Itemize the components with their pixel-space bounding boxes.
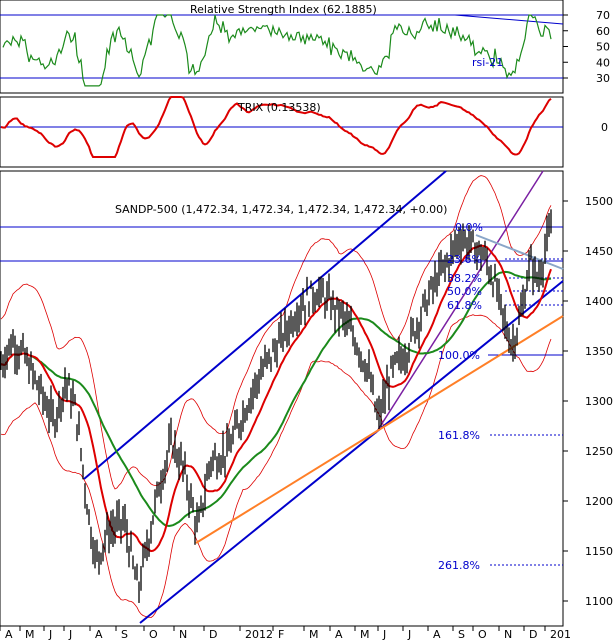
x-tick-label: J	[48, 628, 52, 641]
x-tick-label: O	[478, 628, 487, 641]
rsi-tick-label: 60	[596, 25, 610, 38]
x-tick-label: M	[360, 628, 370, 641]
price-y-axis: 1100 1150 1200 1250 1300 1350 1400 1450 1500	[563, 195, 613, 608]
x-tick-label: N	[179, 628, 187, 641]
x-tick-label: N	[504, 628, 512, 641]
x-tick-label: J	[68, 628, 72, 641]
rsi-y-axis: 30 40 50 60 70	[563, 9, 610, 85]
ma-50-line	[0, 244, 552, 553]
x-tick-label: 201	[550, 628, 571, 641]
fib-label: 261.8%	[438, 559, 480, 572]
price-tick-label: 1250	[585, 445, 613, 458]
x-tick-label: F	[278, 628, 284, 641]
price-tick-label: 1100	[585, 595, 613, 608]
x-tick-label: S	[121, 628, 128, 641]
purple-trendline	[375, 170, 544, 434]
price-tick-label: 1350	[585, 345, 613, 358]
x-tick-label: 2012	[245, 628, 273, 641]
x-tick-label: A	[433, 628, 441, 641]
trix-tick-label: 0	[601, 121, 608, 134]
x-tick-label: J	[407, 628, 411, 641]
fib-label: 100.0%	[438, 349, 480, 362]
price-tick-label: 1450	[585, 245, 613, 258]
price-tick-label: 1400	[585, 295, 613, 308]
x-tick-label: D	[529, 628, 537, 641]
price-bars	[0, 209, 552, 603]
rsi-legend: rsi-21	[472, 56, 503, 69]
rsi-tick-label: 30	[596, 72, 610, 85]
price-title: SANDP-500 (1,472.34, 1,472.34, 1,472.34,…	[115, 203, 447, 216]
price-tick-label: 1500	[585, 195, 613, 208]
trix-panel: TRIX (0.13538)	[0, 96, 564, 168]
rsi-tick-label: 50	[596, 41, 610, 54]
resistance-trendline	[475, 234, 564, 270]
fib-label: 23.6%	[447, 253, 482, 266]
upper-band	[0, 175, 552, 490]
x-tick-label: D	[209, 628, 217, 641]
x-tick-label: A	[335, 628, 343, 641]
trix-line	[0, 96, 552, 158]
price-tick-label: 1200	[585, 495, 613, 508]
ma-200-line	[0, 270, 552, 528]
channel-lower	[139, 280, 564, 624]
fib-label: 161.8%	[438, 429, 480, 442]
lower-band	[0, 314, 552, 619]
rsi-title: Relative Strength Index (62.1885)	[190, 3, 377, 16]
rsi-divergence-line	[454, 14, 564, 25]
x-tick-label: M	[25, 628, 35, 641]
channel-upper	[83, 170, 447, 480]
rsi-tick-label: 40	[596, 56, 610, 69]
trix-y-axis: 0	[601, 121, 608, 134]
x-tick-label: O	[149, 628, 158, 641]
x-tick-label: M	[309, 628, 319, 641]
support-trendline	[195, 315, 564, 544]
x-tick-label: A	[95, 628, 103, 641]
x-tick-label: S	[458, 628, 465, 641]
rsi-tick-label: 70	[596, 9, 610, 22]
x-tick-label: A	[5, 628, 13, 641]
price-panel: 0.0% 23.6% 38.2%50.0%61.8% 100.0% 161.8% 261.…	[0, 170, 564, 627]
price-tick-label: 1150	[585, 545, 613, 558]
fib-label: 38.2%	[447, 272, 482, 285]
price-tick-label: 1300	[585, 395, 613, 408]
trix-title: TRIX (0.13538)	[237, 101, 321, 114]
rsi-line	[2, 14, 552, 87]
fibonacci-labels: 0.0% 23.6% 38.2%50.0%61.8% 100.0% 161.8% 261.…	[438, 221, 483, 572]
rsi-panel: Relative Strength Index (62.1885) rsi-21	[0, 0, 564, 94]
fib-label: 50.0%	[447, 285, 482, 298]
fib-label: 61.8%	[447, 299, 482, 312]
x-axis: A M J J A S O N D 2012 F M A M J J A S O N D 201	[0, 626, 571, 641]
fib-label: 0.0%	[455, 221, 483, 234]
x-tick-label: J	[382, 628, 386, 641]
